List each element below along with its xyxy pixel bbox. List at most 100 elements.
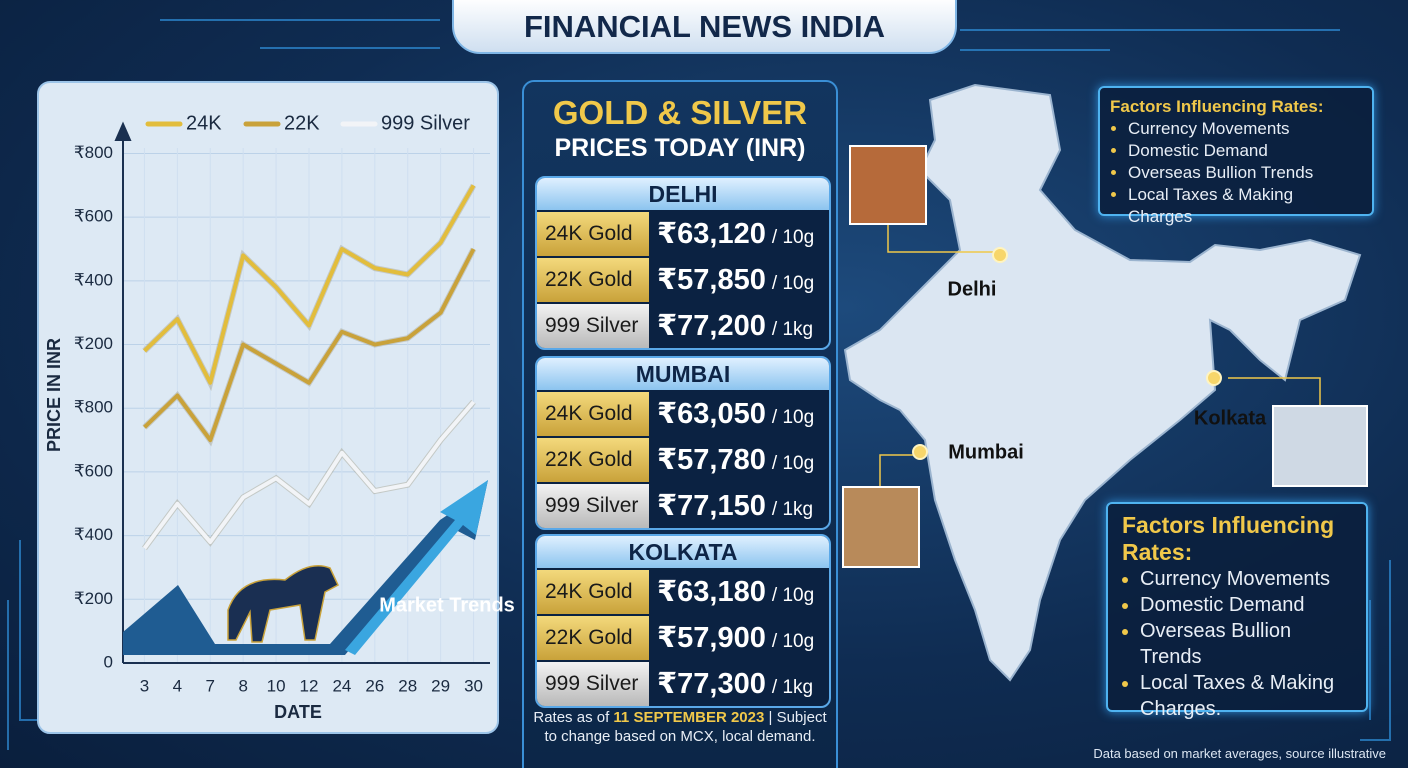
x-tick-label: 7: [206, 676, 215, 695]
price-panel: GOLD & SILVER PRICES TODAY (INR) DELHI 24…: [522, 80, 838, 768]
footnote: Data based on market averages, source il…: [1093, 746, 1386, 761]
price: ₹77,150: [657, 490, 766, 522]
x-tick-label: 4: [173, 676, 182, 695]
price-row: 24K Gold ₹63,050/ 10g: [537, 390, 829, 436]
note-text: | Subject to change based on MCX, local …: [544, 709, 827, 745]
price: ₹77,300: [657, 668, 766, 700]
page-title: FINANCIAL NEWS INDIA: [452, 0, 957, 54]
price: ₹63,120: [657, 218, 766, 250]
map-label: Delhi: [948, 278, 997, 300]
y-tick-label: 0: [104, 652, 113, 671]
city-table: MUMBAI 24K Gold ₹63,050/ 10g 22K Gold ₹57,78…: [535, 356, 831, 530]
series-line: [142, 400, 476, 550]
metal-label: 24K Gold: [537, 392, 649, 436]
city-table: DELHI 24K Gold ₹63,120/ 10g 22K Gold ₹57,850…: [535, 176, 831, 350]
annotation: Market Trends: [379, 594, 515, 616]
unit: / 10g: [771, 631, 815, 652]
metal-label: 999 Silver: [537, 484, 649, 528]
x-tick-label: 30: [464, 676, 483, 695]
x-tick-label: 29: [431, 676, 450, 695]
city-table: KOLKATA 24K Gold ₹63,180/ 10g 22K Gold ₹57,9…: [535, 534, 831, 708]
map-label: Mumbai: [948, 441, 1024, 463]
price: ₹77,200: [657, 310, 766, 342]
metal-label: 22K Gold: [537, 258, 649, 302]
y-tick-label: ₹400: [74, 525, 113, 544]
map-label: Kolkata: [1194, 407, 1267, 429]
factor-item: Currency Movements: [1128, 118, 1362, 140]
y-tick-label: ₹200: [74, 334, 113, 353]
legend-label: 22K: [284, 112, 320, 134]
trend-arrow: [345, 480, 488, 655]
india-map: [843, 83, 1362, 682]
photo-delhi: [849, 145, 927, 225]
metal-label: 24K Gold: [537, 212, 649, 256]
bull-icon: [227, 565, 339, 643]
price-row: 24K Gold ₹63,120/ 10g: [537, 210, 829, 256]
x-tick-label: 26: [365, 676, 384, 695]
legend-label: 999 Silver: [381, 112, 470, 134]
price: ₹57,780: [657, 444, 766, 476]
price-row: 24K Gold ₹63,180/ 10g: [537, 568, 829, 614]
legend-label: 24K: [186, 112, 222, 134]
price: ₹63,050: [657, 398, 766, 430]
city-name: DELHI: [537, 178, 829, 210]
x-tick-label: 10: [267, 676, 286, 695]
price-row: 999 Silver ₹77,200/ 1kg: [537, 302, 829, 348]
y-tick-label: ₹200: [74, 589, 113, 608]
unit: / 10g: [771, 453, 815, 474]
price-cell: ₹57,780/ 10g: [649, 438, 829, 482]
factor-item: Overseas Bullion Trends: [1140, 618, 1352, 670]
factor-item: Currency Movements: [1140, 566, 1352, 592]
unit: / 10g: [771, 273, 815, 294]
y-tick-label: ₹800: [74, 398, 113, 417]
photo-kolkata: [1272, 405, 1368, 487]
price-row: 999 Silver ₹77,150/ 1kg: [537, 482, 829, 528]
rates-note: Rates as of 11 SEPTEMBER 2023 | Subject …: [532, 708, 828, 746]
factors-title: Factors Influencing Rates:: [1122, 512, 1335, 565]
factors-box: Factors Influencing Rates: Currency Movem…: [1098, 86, 1374, 226]
price-row: 22K Gold ₹57,900/ 10g: [537, 614, 829, 660]
y-tick-label: ₹800: [74, 143, 113, 162]
unit: / 1kg: [771, 677, 814, 698]
price-subtitle: PRICES TODAY (INR): [554, 134, 806, 162]
x-tick-label: 24: [332, 676, 351, 695]
unit: / 10g: [771, 585, 815, 606]
price-cell: ₹63,120/ 10g: [649, 212, 829, 256]
price-row: 999 Silver ₹77,300/ 1kg: [537, 660, 829, 706]
unit: / 1kg: [771, 499, 814, 520]
factor-item: Local Taxes & Making Charges: [1128, 184, 1362, 228]
factor-item: Local Taxes & Making Charges.: [1140, 670, 1352, 722]
metal-label: 999 Silver: [537, 304, 649, 348]
metal-label: 22K Gold: [537, 616, 649, 660]
factors-title: Factors Influencing Rates:: [1110, 97, 1324, 116]
price: ₹63,180: [657, 576, 766, 608]
y-axis: [114, 121, 132, 663]
price-title: GOLD & SILVER: [552, 94, 808, 131]
unit: / 10g: [771, 227, 815, 248]
unit: / 1kg: [771, 319, 814, 340]
series-line: [143, 184, 476, 385]
price-cell: ₹77,300/ 1kg: [649, 662, 829, 706]
note-text: Rates as of: [533, 709, 614, 726]
city-name: MUMBAI: [537, 358, 829, 390]
price-cell: ₹63,180/ 10g: [649, 570, 829, 614]
price-row: 22K Gold ₹57,780/ 10g: [537, 436, 829, 482]
metal-label: 24K Gold: [537, 570, 649, 614]
note-date: 11 SEPTEMBER 2023: [613, 709, 765, 726]
factor-item: Overseas Bullion Trends: [1128, 162, 1362, 184]
price-cell: ₹57,900/ 10g: [649, 616, 829, 660]
y-axis-label: PRICE IN INR: [44, 338, 64, 452]
factors-list: Currency MovementsDomestic DemandOversea…: [1122, 566, 1352, 722]
y-tick-label: ₹600: [74, 207, 113, 226]
series-line: [143, 248, 476, 443]
factor-item: Domestic Demand: [1140, 592, 1352, 618]
price: ₹57,900: [657, 622, 766, 654]
factor-item: Domestic Demand: [1128, 140, 1362, 162]
price-cell: ₹77,150/ 1kg: [649, 484, 829, 528]
factors-list: Currency MovementsDomestic DemandOversea…: [1110, 118, 1362, 228]
price-cell: ₹77,200/ 1kg: [649, 304, 829, 348]
chart-panel: [37, 81, 499, 734]
metal-label: 22K Gold: [537, 438, 649, 482]
